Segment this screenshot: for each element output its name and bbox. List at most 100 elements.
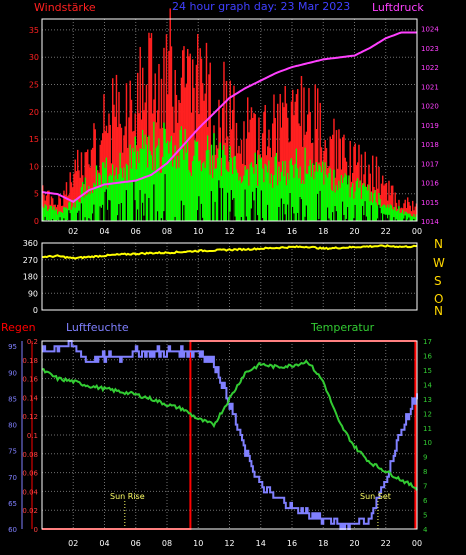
wind-average-bar (262, 168, 264, 221)
wind-average-bar (70, 209, 73, 221)
wind-gust-bar (52, 198, 54, 221)
wind-average-bar (58, 211, 60, 221)
wind-average-bar (264, 163, 266, 221)
wind-average-bar (159, 172, 161, 221)
wind-gust-bar (353, 146, 355, 221)
plot-frame (41, 242, 418, 311)
wind-minimum-bar (200, 203, 203, 221)
wind-minimum-bar (92, 213, 94, 221)
wind-average-bar (330, 189, 333, 221)
wind-average-bar (99, 174, 101, 221)
wind-gust-bar (407, 197, 409, 221)
humidity-axis-tick-label: 80 (8, 422, 17, 430)
wind-average-bar (168, 153, 170, 221)
wind-average-bar (234, 155, 236, 221)
wind-minimum-bar (345, 218, 348, 221)
wind-gust-bar (349, 140, 351, 221)
wind-minimum-bar (63, 218, 65, 221)
temperature-label: Temperatur (310, 321, 375, 334)
wind-average-bar (157, 145, 159, 221)
wind-average-bar (212, 178, 214, 221)
time-axis-tick-label: 14 (256, 227, 266, 236)
wind-gust-bar (208, 74, 210, 221)
wind-average-bar (362, 184, 364, 221)
wind-gust-bar (403, 203, 405, 221)
temperature-axis-tick-label: 6 (423, 497, 428, 505)
wind-average-bar (268, 160, 270, 221)
wind-average-bar (313, 179, 315, 221)
wind-average-bar (47, 210, 49, 221)
wind-average-bar (290, 158, 293, 221)
wind-minimum-bar (257, 215, 259, 221)
time-axis-tick-label: 12 (224, 227, 234, 236)
wind-average-bar (60, 212, 63, 221)
temperature-axis-tick-label: 16 (423, 352, 432, 360)
wind-average-bar (98, 173, 100, 221)
wind-gust-bar (149, 38, 151, 221)
wind-average-bar (140, 148, 143, 221)
wind-minimum-bar (160, 218, 163, 221)
wind-minimum-bar (143, 215, 145, 221)
wind-average-bar (287, 172, 289, 221)
wind-average-bar (285, 185, 288, 221)
wind-average-bar (340, 175, 343, 221)
time-axis-tick-label: 02 (68, 539, 78, 548)
direction-axis-tick-label: 360 (23, 239, 38, 248)
temperature-axis-tick-label: 7 (423, 483, 427, 491)
wind-average-bar (172, 166, 174, 221)
wind-average-bar (274, 156, 276, 221)
wind-average-bar (85, 195, 88, 221)
wind-gust-bar (283, 107, 285, 221)
wind-average-bar (160, 172, 163, 221)
wind-average-bar (219, 142, 221, 221)
wind-gust-bar (160, 78, 163, 221)
wind-gust-bar (287, 117, 289, 221)
wind-average-bar (215, 168, 218, 221)
wind-gust-bar (69, 172, 71, 221)
wind-average-bar (52, 209, 54, 221)
wind-gust-bar (165, 34, 168, 222)
wind-average-bar (260, 157, 263, 221)
wind-average-bar (233, 156, 235, 221)
temperature-axis-tick-label: 5 (423, 512, 427, 520)
humidity-axis-tick-label: 90 (8, 369, 17, 377)
wind-minimum-bar (297, 212, 299, 221)
wind-gust-bar (193, 87, 195, 221)
wind-minimum-bar (157, 211, 159, 221)
rain-axis-tick-label: 0.02 (22, 507, 38, 515)
time-axis-tick-label: 10 (193, 539, 203, 548)
wind-minimum-bar (388, 214, 390, 221)
rain-axis-tick-label: 0.08 (22, 451, 38, 459)
wind-average-bar (327, 177, 329, 221)
wind-gust-bar (294, 101, 296, 221)
wind-gust-bar (404, 199, 406, 221)
wind-average-bar (138, 162, 140, 221)
wind-average-bar (179, 130, 181, 221)
wind-gust-bar (114, 116, 116, 221)
wind-minimum-bar (84, 217, 86, 221)
wind-gust-bar (205, 42, 208, 222)
wind-gust-bar (248, 132, 250, 221)
wind-average-bar (229, 146, 231, 221)
wind-average-bar (399, 213, 401, 221)
time-axis-tick-label: 04 (99, 539, 109, 548)
wind-minimum-bar (317, 193, 319, 221)
pressure-axis-tick-label: 1015 (421, 199, 439, 207)
wind-minimum-bar (77, 212, 79, 221)
wind-average-bar (369, 201, 371, 221)
wind-average-bar (102, 162, 104, 221)
wind-average-bar (225, 169, 228, 221)
wind-gust-bar (100, 140, 103, 221)
wind-gust-bar (263, 111, 265, 221)
wind-average-bar (339, 188, 341, 221)
wind-gust-bar (85, 152, 88, 221)
wind-minimum-bar (362, 205, 364, 221)
wind-average-bar (302, 180, 304, 221)
wind-axis-tick-label: 30 (29, 53, 39, 62)
wind-average-bar (409, 214, 411, 221)
wind-average-bar (64, 207, 66, 221)
wind-average-bar (245, 169, 248, 221)
wind-gust-bar (78, 170, 80, 221)
wind-average-bar (310, 176, 313, 221)
wind-average-bar (209, 174, 211, 221)
